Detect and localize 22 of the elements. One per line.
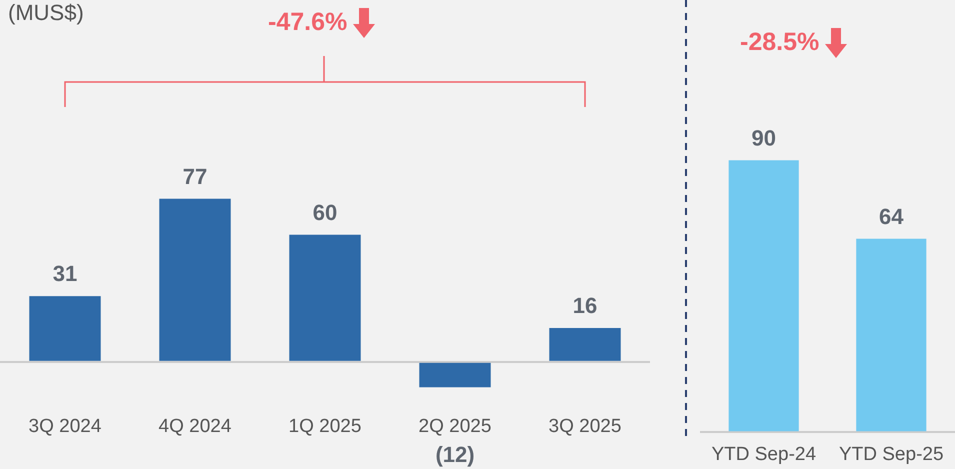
x-tick-label: 3Q 2025 <box>548 416 622 437</box>
x-tick-label: YTD Sep-24 <box>711 444 816 465</box>
data-label: 60 <box>312 200 338 225</box>
y-axis-title: (MUS$) <box>8 0 84 26</box>
data-label: (12) <box>435 442 475 468</box>
data-label: 77 <box>182 164 208 189</box>
bar <box>29 296 101 361</box>
bar <box>419 362 491 388</box>
data-label: 31 <box>52 261 78 286</box>
data-label: 16 <box>572 293 598 318</box>
x-tick-label: 3Q 2024 <box>28 416 102 437</box>
data-label: 90 <box>752 125 776 150</box>
bar <box>549 328 621 361</box>
data-label: 64 <box>879 204 904 229</box>
text: -47.6% <box>268 8 348 36</box>
x-tick-label: 2Q 2025 <box>418 416 492 437</box>
x-tick-label: YTD Sep-25 <box>838 444 944 465</box>
text: -28.5% <box>740 28 820 56</box>
x-tick-label: 4Q 2024 <box>158 416 232 437</box>
x-tick-label: 1Q 2025 <box>288 416 362 437</box>
bar <box>289 234 361 361</box>
bar <box>159 198 231 361</box>
